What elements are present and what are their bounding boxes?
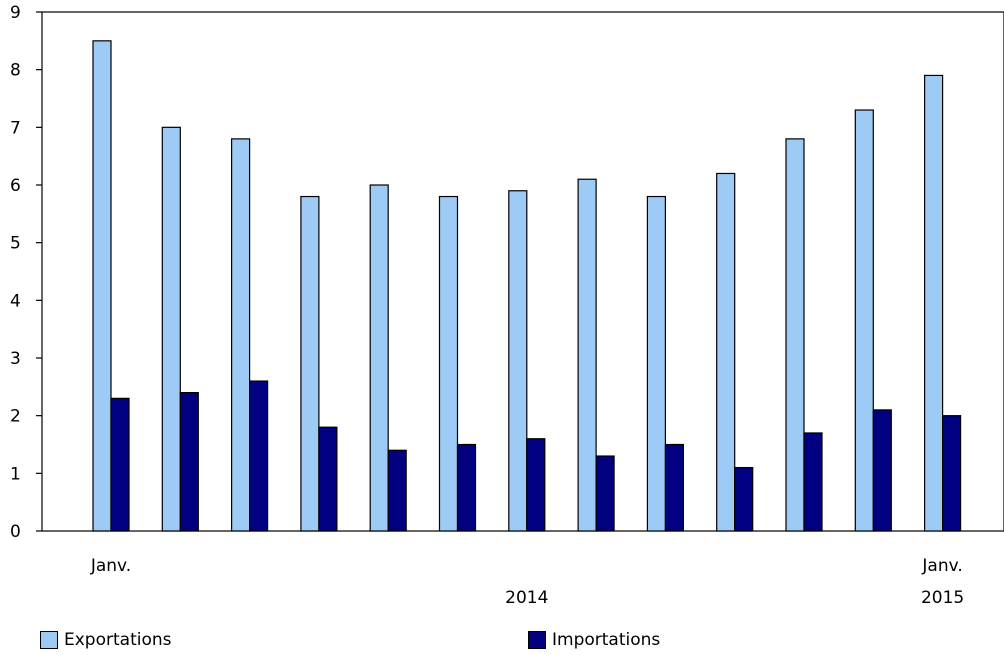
y-tick-label-8: 8 (10, 61, 21, 81)
bar-exportations-0 (92, 40, 112, 532)
y-tick-label-5: 5 (10, 234, 21, 254)
legend-swatch-importations (528, 631, 546, 649)
x-period-label-6: 2014 (505, 588, 548, 608)
y-tick-label-2: 2 (10, 407, 21, 427)
y-tick-label-9: 9 (10, 3, 21, 23)
bar-importations-2 (249, 380, 269, 532)
bar-importations-0 (110, 397, 130, 532)
bar-exportations-6 (508, 190, 528, 532)
y-tick-label-7: 7 (10, 118, 21, 138)
bar-exportations-8 (646, 195, 667, 532)
bar-exportations-1 (161, 126, 181, 532)
bar-exportations-2 (231, 138, 251, 532)
bar-importations-1 (179, 392, 199, 532)
y-tick-label-1: 1 (10, 464, 21, 484)
bar-exportations-4 (369, 184, 389, 532)
bar-importations-11 (872, 409, 892, 532)
bar-exportations-3 (300, 195, 320, 532)
bar-exportations-10 (785, 138, 805, 532)
bar-importations-7 (595, 455, 615, 532)
bar-exportations-11 (854, 109, 874, 532)
legend-label-exportations: Exportations (64, 630, 172, 650)
bar-importations-12 (941, 415, 962, 532)
bar-exportations-12 (923, 74, 944, 532)
bar-exportations-9 (716, 172, 736, 532)
bar-importations-9 (734, 466, 754, 532)
bar-importations-8 (664, 443, 685, 532)
bar-exportations-7 (577, 178, 597, 532)
x-period-label-12: 2015 (921, 588, 964, 608)
bar-exportations-5 (438, 195, 459, 532)
y-tick-label-3: 3 (10, 349, 21, 369)
bar-importations-10 (803, 432, 823, 532)
legend-label-importations: Importations (552, 630, 661, 650)
legend-swatch-exportations (40, 631, 58, 649)
bars (92, 40, 962, 532)
legend-importations: Importations (528, 629, 660, 651)
bar-importations-5 (456, 443, 477, 532)
x-tick-label-0: Janv. (90, 556, 131, 576)
bar-importations-3 (318, 426, 338, 532)
bar-chart: 0 1 2 3 4 5 6 7 8 9 Janv. Janv. 2014 2015 (10, 3, 1004, 608)
legend-exportations: Exportations (40, 629, 172, 651)
bar-importations-6 (526, 438, 546, 532)
y-tick-label-4: 4 (10, 291, 21, 311)
x-tick-label-12: Janv. (921, 556, 962, 576)
y-tick-label-0: 0 (10, 522, 21, 542)
axis-labels: 0 1 2 3 4 5 6 7 8 9 Janv. Janv. 2014 2015 (10, 3, 964, 608)
bar-importations-4 (387, 449, 407, 532)
y-tick-label-6: 6 (10, 176, 21, 196)
